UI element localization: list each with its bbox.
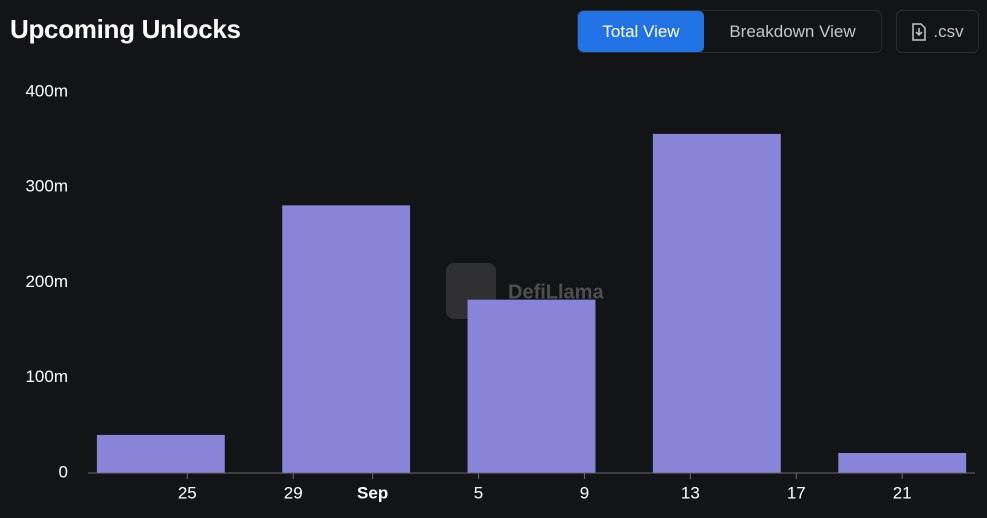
download-icon bbox=[912, 22, 927, 41]
breakdown-view-button[interactable]: Breakdown View bbox=[729, 21, 856, 41]
bar bbox=[467, 299, 596, 473]
csv-button[interactable]: .csv bbox=[896, 10, 979, 53]
x-tick-label: 21 bbox=[893, 483, 912, 502]
x-tick-label: 29 bbox=[284, 483, 303, 502]
watermark-text: DefiLlama bbox=[508, 281, 604, 303]
x-tick-label: 13 bbox=[681, 483, 700, 502]
x-tick-label: Sep bbox=[357, 483, 388, 502]
y-tick-label: 300m bbox=[25, 177, 68, 196]
bar bbox=[652, 133, 781, 473]
x-tick-label: 5 bbox=[474, 483, 483, 502]
title: Upcoming Unlocks bbox=[10, 14, 241, 44]
csv-label: .csv bbox=[933, 21, 964, 41]
y-tick-label: 0 bbox=[59, 462, 68, 481]
x-tick-label: 17 bbox=[787, 483, 806, 502]
bar bbox=[838, 452, 967, 473]
y-tick-label: 200m bbox=[25, 272, 68, 291]
view-toggle: Total View Breakdown View bbox=[577, 10, 882, 53]
total-view-button[interactable]: Total View bbox=[578, 11, 704, 52]
y-tick-label: 400m bbox=[25, 81, 68, 100]
bar bbox=[96, 434, 225, 473]
x-tick-label: 25 bbox=[178, 483, 197, 502]
x-tick-label: 9 bbox=[580, 483, 589, 502]
y-tick-label: 100m bbox=[25, 367, 68, 386]
bar bbox=[282, 205, 411, 473]
